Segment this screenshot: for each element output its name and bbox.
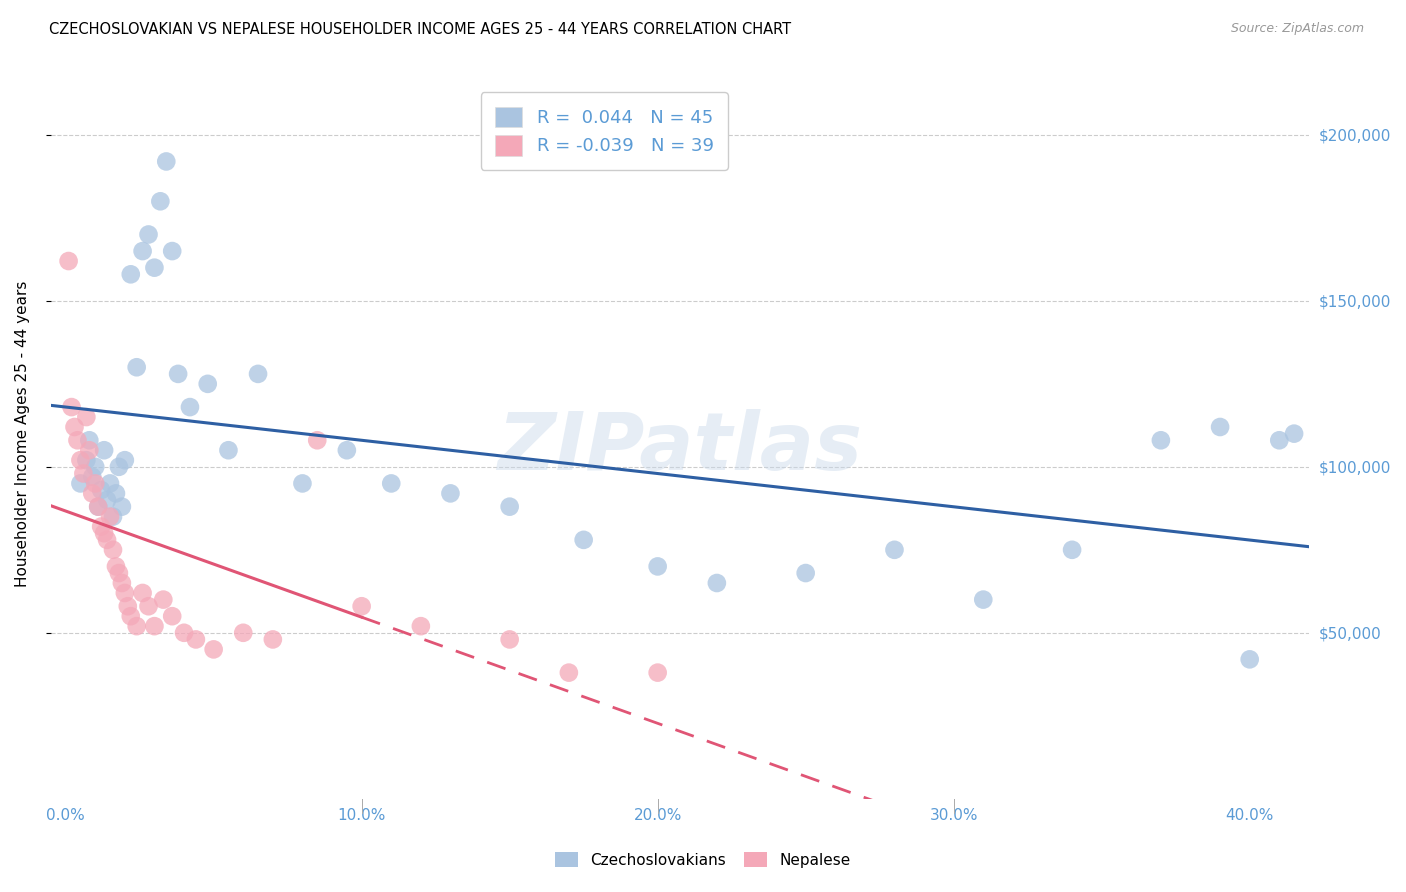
Point [350, 599, 373, 614]
Point [173, 625, 195, 640]
Legend: Czechoslovakians, Nepalese: Czechoslovakians, Nepalese [547, 844, 859, 875]
Point [202, 642, 225, 657]
Point [58, 254, 80, 268]
Point [307, 434, 329, 448]
Point [104, 559, 127, 574]
Point [558, 665, 581, 680]
Point [82, 486, 104, 500]
Point [87, 500, 110, 514]
Point [380, 476, 402, 491]
Point [63, 420, 86, 434]
Point [883, 542, 905, 557]
Point [79, 434, 101, 448]
Point [72, 467, 94, 481]
Point [131, 586, 153, 600]
Point [247, 367, 270, 381]
Text: ZIPatlas: ZIPatlas [498, 409, 862, 487]
Text: Source: ZipAtlas.com: Source: ZipAtlas.com [1230, 22, 1364, 36]
Point [93, 443, 115, 458]
Point [98, 509, 121, 524]
Point [75, 410, 97, 425]
Point [111, 500, 134, 514]
Point [60, 400, 83, 414]
Point [972, 592, 994, 607]
Point [87, 500, 110, 514]
Point [143, 260, 166, 275]
Point [108, 459, 131, 474]
Point [111, 576, 134, 591]
Point [104, 486, 127, 500]
Point [1239, 652, 1261, 666]
Point [706, 576, 728, 591]
Point [1268, 434, 1291, 448]
Text: CZECHOSLOVAKIAN VS NEPALESE HOUSEHOLDER INCOME AGES 25 - 44 YEARS CORRELATION CH: CZECHOSLOVAKIAN VS NEPALESE HOUSEHOLDER … [49, 22, 792, 37]
Point [197, 376, 219, 391]
Point [79, 443, 101, 458]
Point [84, 476, 107, 491]
Point [114, 586, 136, 600]
Point [262, 632, 284, 647]
Point [572, 533, 595, 547]
Point [439, 486, 461, 500]
Point [108, 566, 131, 580]
Point [69, 453, 91, 467]
Point [167, 367, 190, 381]
Point [90, 483, 112, 497]
Point [1209, 420, 1232, 434]
Point [155, 154, 177, 169]
Point [498, 632, 520, 647]
Point [125, 360, 148, 375]
Point [138, 227, 160, 242]
Point [84, 459, 107, 474]
Point [69, 476, 91, 491]
Point [179, 400, 201, 414]
Point [152, 592, 174, 607]
Point [82, 470, 104, 484]
Point [101, 542, 124, 557]
Point [336, 443, 359, 458]
Point [93, 526, 115, 541]
Legend: R =  0.044   N = 45, R = -0.039   N = 39: R = 0.044 N = 45, R = -0.039 N = 39 [481, 92, 728, 170]
Point [96, 533, 118, 547]
Point [90, 519, 112, 533]
Point [160, 609, 183, 624]
Point [409, 619, 432, 633]
Point [217, 443, 239, 458]
Point [143, 619, 166, 633]
Point [120, 268, 142, 282]
Point [498, 500, 520, 514]
Point [647, 665, 669, 680]
Point [101, 509, 124, 524]
Point [125, 619, 148, 633]
Point [160, 244, 183, 258]
Point [794, 566, 817, 580]
Point [131, 244, 153, 258]
Point [96, 493, 118, 508]
Point [1150, 434, 1173, 448]
Point [66, 434, 89, 448]
Point [120, 609, 142, 624]
Point [1282, 426, 1305, 441]
Point [232, 625, 254, 640]
Point [117, 599, 139, 614]
Point [75, 453, 97, 467]
Y-axis label: Householder Income Ages 25 - 44 years: Householder Income Ages 25 - 44 years [15, 280, 30, 587]
Point [98, 476, 121, 491]
Point [291, 476, 314, 491]
Point [1062, 542, 1084, 557]
Point [138, 599, 160, 614]
Point [647, 559, 669, 574]
Point [149, 194, 172, 209]
Point [114, 453, 136, 467]
Point [184, 632, 207, 647]
